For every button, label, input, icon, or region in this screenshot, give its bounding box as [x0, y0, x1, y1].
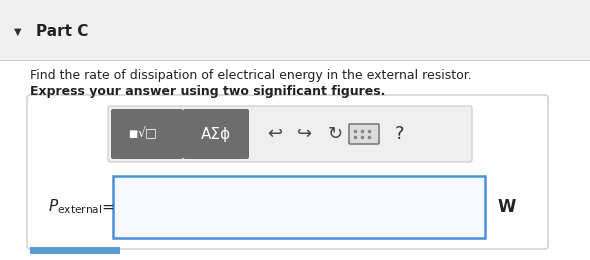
Text: ?: ? — [395, 125, 405, 143]
Text: √□: √□ — [137, 127, 157, 140]
Text: Express your answer using two significant figures.: Express your answer using two significan… — [30, 85, 385, 98]
FancyBboxPatch shape — [108, 106, 472, 162]
Bar — [0, 0, 590, 60]
Text: Find the rate of dissipation of electrical energy in the external resistor.: Find the rate of dissipation of electric… — [30, 69, 472, 82]
FancyBboxPatch shape — [111, 109, 183, 159]
Bar — [113, 176, 485, 238]
Text: Part C: Part C — [36, 24, 88, 40]
Text: ▼: ▼ — [14, 27, 22, 37]
Text: ■: ■ — [129, 129, 137, 139]
FancyBboxPatch shape — [183, 109, 249, 159]
Text: W: W — [497, 198, 516, 216]
Bar — [0, 60, 590, 260]
Bar — [30, 247, 120, 254]
Text: ↻: ↻ — [327, 125, 343, 143]
FancyBboxPatch shape — [27, 95, 548, 249]
Text: $P_{\mathrm{external}}$: $P_{\mathrm{external}}$ — [48, 198, 103, 216]
Text: =: = — [101, 199, 114, 214]
Text: ↪: ↪ — [297, 125, 313, 143]
FancyBboxPatch shape — [349, 124, 379, 144]
Text: AΣϕ: AΣϕ — [201, 127, 231, 141]
Text: ↩: ↩ — [267, 125, 283, 143]
